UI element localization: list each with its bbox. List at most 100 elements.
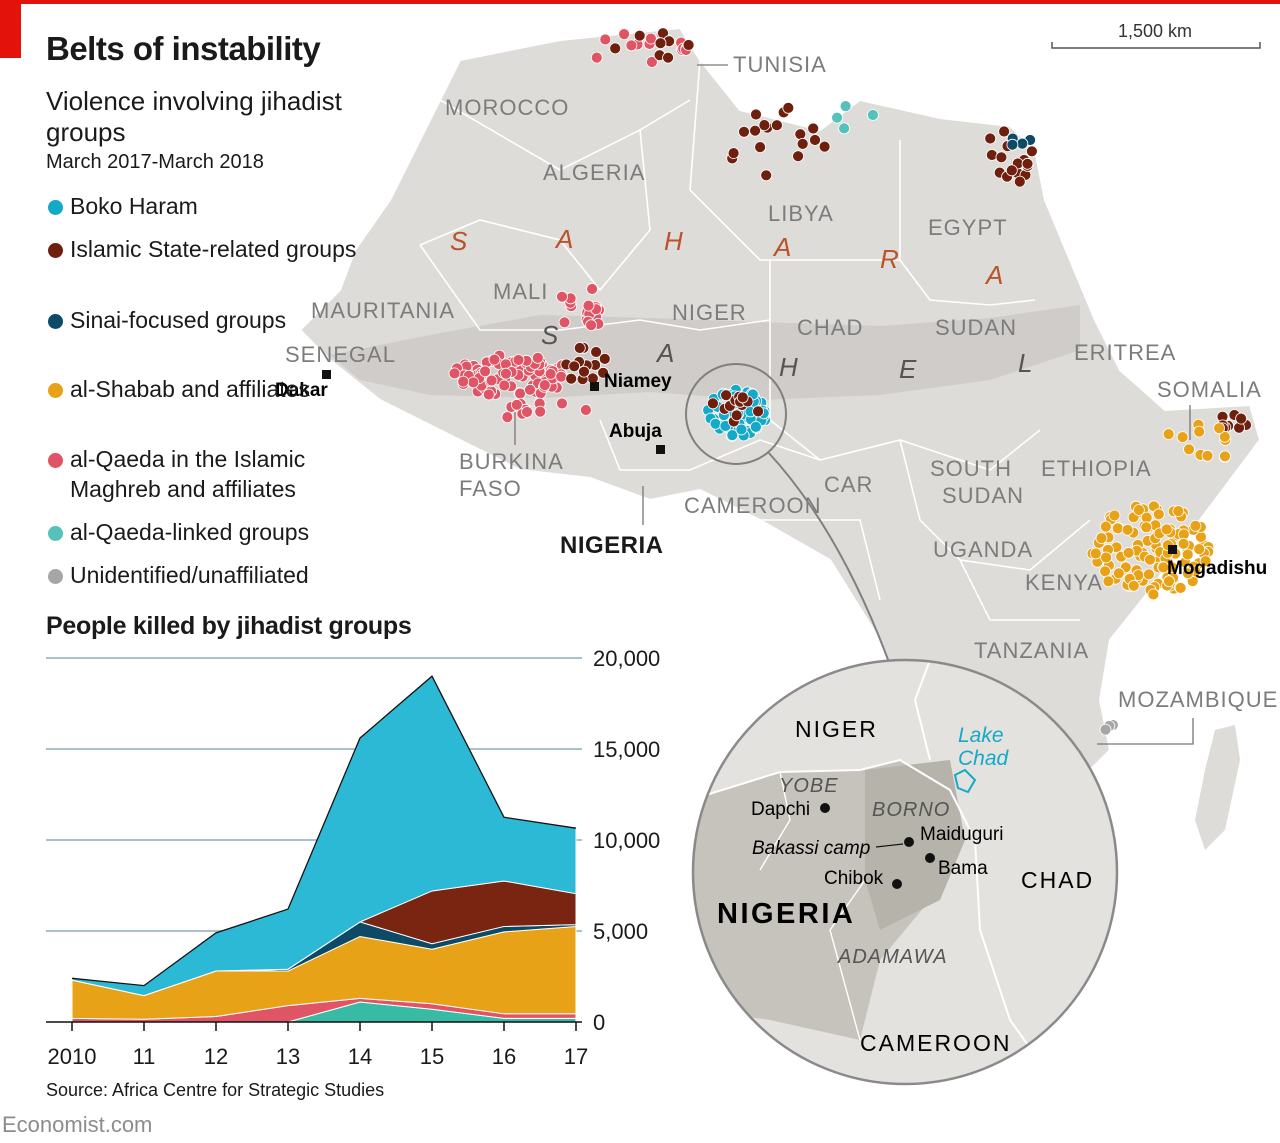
legend-label: Sinai-focused groups: [70, 307, 287, 333]
inset-town-label: Bakassi camp: [752, 838, 870, 859]
event-dot: [730, 409, 743, 422]
inset-frame: [691, 658, 1119, 1086]
event-dot: [1108, 509, 1121, 522]
legend-swatch: [48, 314, 63, 329]
event-dot: [1193, 425, 1206, 438]
legend-swatch: [48, 243, 63, 258]
event-dot: [590, 51, 603, 64]
event-dot: [838, 122, 850, 135]
scale-label: 1,500 km: [1117, 21, 1193, 41]
event-dot: [1163, 575, 1175, 588]
inset-state-label: ADAMAWA: [837, 946, 948, 968]
city-label: Mogadishu: [1167, 558, 1267, 579]
y-tick-label: 20,000: [593, 646, 660, 671]
event-dot: [1095, 532, 1108, 544]
inset-state-label: YOBE: [779, 775, 839, 797]
city-marker: [322, 370, 331, 379]
x-tick-label: 13: [276, 1044, 300, 1069]
event-dot: [720, 389, 732, 402]
sahel-letter: S: [541, 320, 559, 350]
event-dot: [1193, 543, 1206, 555]
country-label: ALGERIA: [543, 160, 645, 185]
country-label: KENYA: [1025, 570, 1103, 595]
legend-swatch: [48, 383, 63, 398]
event-dot: [1152, 508, 1165, 521]
event-dot: [467, 376, 480, 389]
country-label: MAURITANIA: [311, 298, 455, 323]
country-label: ETHIOPIA: [1041, 456, 1152, 481]
event-dot: [568, 360, 581, 373]
event-dot: [580, 404, 592, 416]
event-dot: [818, 140, 831, 153]
event-dot: [1100, 551, 1112, 564]
sahara-letter: R: [880, 244, 899, 274]
total-outline: [71, 675, 577, 987]
country-label: SUDAN: [942, 483, 1024, 508]
country-label: UGANDA: [933, 537, 1033, 562]
inset-town-label: Maiduguri: [920, 824, 1003, 845]
event-dot: [578, 365, 590, 378]
country-label: TANZANIA: [974, 638, 1089, 663]
country-label: ERITREA: [1074, 340, 1176, 365]
legend-label: Boko Haram: [70, 193, 198, 219]
event-dot: [1143, 568, 1155, 581]
event-dot: [750, 108, 762, 121]
event-dot: [534, 405, 547, 418]
event-dot: [1199, 555, 1212, 567]
event-dot: [618, 28, 630, 40]
event-dot: [1219, 450, 1231, 463]
event-dot: [645, 32, 657, 45]
event-dot: [794, 128, 807, 141]
event-dot: [512, 354, 525, 366]
inset-country-label: NIGER: [795, 716, 878, 742]
event-dot: [1089, 547, 1102, 560]
date-range: March 2017-March 2018: [46, 151, 264, 173]
event-dot: [809, 134, 821, 146]
city-marker: [656, 445, 665, 454]
event-dot: [654, 37, 667, 50]
inset-town-label: Dapchi: [751, 799, 810, 820]
event-dot: [1157, 561, 1170, 574]
event-dot: [1111, 522, 1124, 535]
event-dot: [556, 397, 568, 410]
x-tick-label: 2010: [48, 1044, 97, 1069]
event-dot: [1127, 579, 1140, 592]
x-tick-label: 14: [348, 1044, 372, 1069]
event-dot: [984, 132, 997, 145]
event-dot: [555, 370, 568, 383]
event-dot: [1144, 553, 1156, 566]
country-label: SUDAN: [935, 315, 1017, 340]
event-dot: [544, 368, 557, 380]
event-dot: [1016, 137, 1029, 150]
legend-swatch: [48, 526, 63, 541]
svg-text:Lake: Lake: [958, 724, 1004, 747]
sahara-letter: S: [450, 226, 468, 256]
event-dot: [510, 398, 523, 411]
event-dot: [538, 379, 551, 392]
event-dot: [760, 169, 773, 182]
event-dot: [599, 33, 612, 46]
country-label-nigeria: NIGERIA: [560, 532, 664, 559]
event-dot: [457, 375, 470, 388]
event-dot: [479, 365, 492, 378]
country-label: MOZAMBIQUE: [1118, 687, 1278, 712]
event-dot: [727, 147, 740, 160]
event-dot: [831, 111, 843, 124]
event-dot: [682, 39, 695, 51]
svg-text:Chad: Chad: [958, 747, 1010, 770]
event-dot: [565, 372, 578, 385]
event-dot: [771, 119, 783, 132]
event-dot: [485, 374, 498, 387]
event-dot: [758, 119, 771, 131]
event-dot: [1122, 546, 1135, 559]
event-dot: [1174, 582, 1187, 594]
legend-swatch: [48, 453, 63, 468]
event-dot: [707, 397, 719, 410]
city-marker: [1168, 545, 1177, 554]
event-dot: [1005, 164, 1018, 177]
event-dot: [598, 352, 611, 365]
event-dot: [590, 346, 602, 358]
city-label: Abuja: [609, 421, 662, 442]
x-tick-label: 15: [420, 1044, 444, 1069]
event-dot: [1162, 428, 1175, 441]
